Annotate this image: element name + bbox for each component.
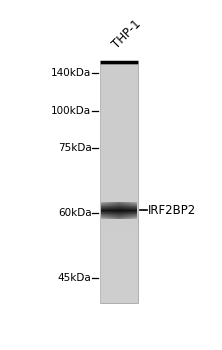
Bar <box>101 218 137 219</box>
Bar <box>101 202 102 219</box>
Bar <box>100 99 138 112</box>
Bar <box>101 215 137 216</box>
Bar <box>126 202 127 219</box>
Bar <box>100 64 138 76</box>
Bar <box>115 202 117 219</box>
Text: IRF2BP2: IRF2BP2 <box>148 204 196 217</box>
Bar <box>111 202 112 219</box>
Bar <box>100 124 138 135</box>
Bar <box>101 204 137 205</box>
Bar <box>100 76 138 88</box>
Bar <box>100 64 138 303</box>
Bar <box>130 202 131 219</box>
Bar <box>100 183 138 196</box>
Bar <box>108 202 109 219</box>
Text: 140kDa: 140kDa <box>51 68 91 78</box>
Bar <box>102 202 103 219</box>
Bar <box>101 208 137 209</box>
Bar <box>100 279 138 292</box>
Bar <box>114 202 115 219</box>
Bar <box>100 256 138 267</box>
Bar <box>101 211 137 212</box>
Bar <box>105 202 106 219</box>
Bar <box>100 244 138 256</box>
Bar <box>106 202 108 219</box>
Text: 45kDa: 45kDa <box>58 273 91 283</box>
Bar <box>124 202 126 219</box>
Bar <box>101 202 137 203</box>
Bar <box>100 219 138 231</box>
Bar <box>100 231 138 244</box>
Bar <box>118 202 120 219</box>
Bar <box>101 206 137 207</box>
Bar <box>103 202 105 219</box>
Bar <box>123 202 124 219</box>
Bar <box>101 210 137 211</box>
Bar <box>101 216 137 217</box>
Bar <box>121 202 123 219</box>
Bar <box>136 202 137 219</box>
Text: 75kDa: 75kDa <box>58 144 91 153</box>
Bar <box>101 214 137 215</box>
Bar <box>127 202 129 219</box>
Bar <box>120 202 121 219</box>
Text: 100kDa: 100kDa <box>51 106 91 116</box>
Bar <box>101 213 137 214</box>
Bar <box>101 217 137 218</box>
Text: THP-1: THP-1 <box>110 18 143 51</box>
Bar <box>100 88 138 99</box>
Bar <box>100 172 138 183</box>
Bar <box>100 135 138 147</box>
Bar <box>109 202 111 219</box>
Bar <box>133 202 134 219</box>
Text: 60kDa: 60kDa <box>58 208 91 218</box>
Bar <box>100 112 138 124</box>
Bar <box>134 202 136 219</box>
Bar <box>101 209 137 210</box>
Bar <box>131 202 133 219</box>
Bar <box>100 292 138 303</box>
Bar <box>100 208 138 219</box>
Bar <box>129 202 130 219</box>
Bar <box>101 205 137 206</box>
Bar <box>100 196 138 208</box>
Bar <box>100 160 138 172</box>
Bar <box>101 203 137 204</box>
Bar <box>101 212 137 213</box>
Bar <box>101 207 137 208</box>
Bar <box>112 202 114 219</box>
Bar <box>100 147 138 160</box>
Bar <box>117 202 118 219</box>
Bar <box>100 267 138 279</box>
